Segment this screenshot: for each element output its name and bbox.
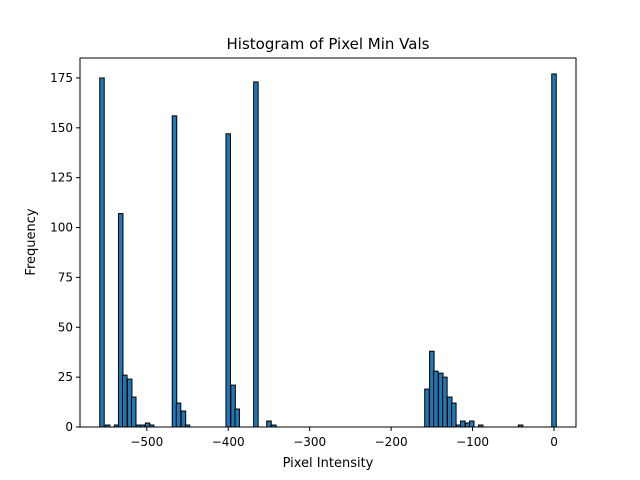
histogram-bar	[225, 133, 231, 428]
x-tick-label: −100	[456, 435, 489, 449]
histogram-bars	[99, 73, 557, 428]
histogram-bar	[131, 396, 137, 428]
histogram-bar	[253, 81, 259, 428]
histogram-bar	[99, 77, 105, 428]
histogram-bar	[460, 420, 466, 428]
histogram-bar	[433, 370, 439, 428]
histogram-bar	[171, 115, 178, 428]
histogram-bar	[266, 420, 272, 428]
y-tick-label: 100	[50, 221, 73, 235]
histogram-bar	[175, 402, 182, 428]
y-axis-ticks: 0 25 50 75 100 125 150 175	[50, 71, 80, 434]
histogram-bar	[442, 376, 448, 428]
y-tick-label: 50	[58, 320, 73, 334]
histogram-bar	[451, 402, 457, 428]
histogram-bar	[424, 388, 430, 428]
x-tick-label: −400	[212, 435, 245, 449]
x-axis-ticks: −500 −400 −300 −200 −100 0	[130, 427, 558, 449]
x-tick-label: −200	[375, 435, 408, 449]
histogram-bar	[234, 408, 240, 428]
y-tick-label: 25	[58, 370, 73, 384]
x-tick-label: 0	[550, 435, 558, 449]
y-tick-label: 150	[50, 121, 73, 135]
x-tick-label: −300	[293, 435, 326, 449]
y-axis-label: Frequency	[24, 208, 39, 275]
histogram-bar	[468, 420, 475, 428]
plot-frame	[79, 57, 577, 428]
y-tick-label: 125	[50, 171, 73, 185]
x-axis-label: Pixel Intensity	[283, 456, 374, 471]
histogram-bar	[122, 374, 128, 428]
chart-title: Histogram of Pixel Min Vals	[227, 35, 430, 53]
y-tick-label: 75	[58, 270, 73, 284]
x-tick-label: −500	[130, 435, 163, 449]
y-tick-label: 0	[65, 420, 73, 434]
y-tick-label: 175	[50, 71, 73, 85]
histogram-bar	[551, 73, 557, 428]
